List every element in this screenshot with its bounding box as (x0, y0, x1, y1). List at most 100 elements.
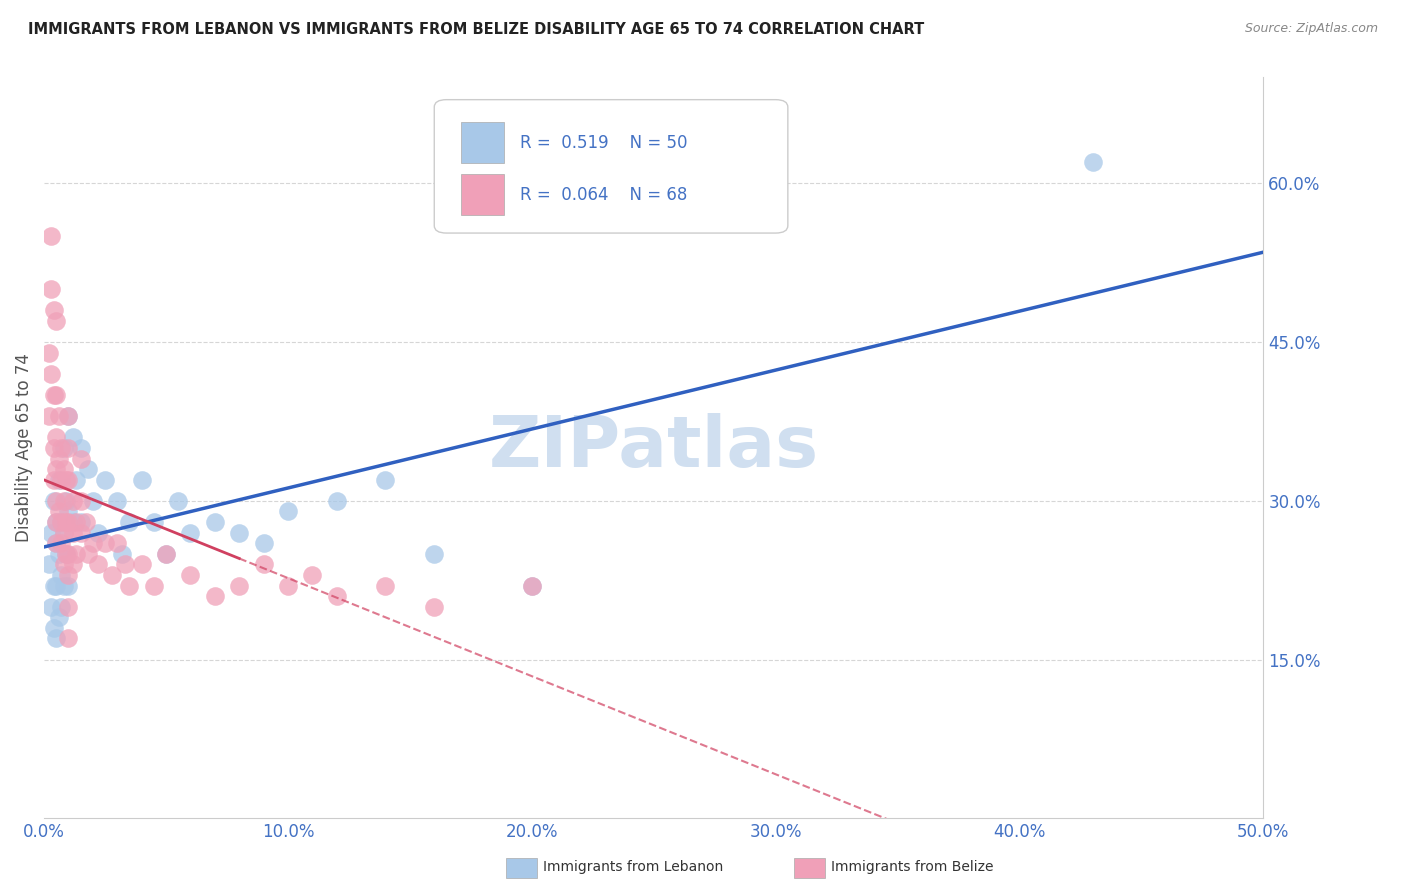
Point (42, 303, 65, 318)
Point (58, 473, 80, 487)
Point (155, 547, 177, 561)
Point (48, 473, 70, 487)
Point (45, 430, 67, 444)
Point (179, 568, 201, 582)
Point (204, 589, 226, 603)
Point (42, 578, 65, 592)
Point (1081, 155, 1104, 169)
Text: R =  0.519    N = 50: R = 0.519 N = 50 (520, 134, 688, 152)
Point (45, 462, 67, 476)
Point (520, 578, 543, 592)
Point (77, 547, 100, 561)
Point (52, 525, 75, 540)
Text: R =  0.064    N = 68: R = 0.064 N = 68 (520, 186, 688, 203)
Point (131, 473, 153, 487)
Point (51, 515, 73, 529)
Point (87, 525, 110, 540)
Point (94, 473, 117, 487)
Point (228, 525, 250, 540)
Point (62, 494, 84, 508)
Point (374, 473, 396, 487)
Point (52, 578, 75, 592)
Point (325, 494, 347, 508)
Point (101, 568, 124, 582)
Point (41, 229, 63, 244)
Point (142, 578, 165, 592)
Point (52, 462, 75, 476)
Point (131, 558, 153, 572)
Point (51, 568, 73, 582)
Point (42, 494, 65, 508)
Point (58, 568, 80, 582)
Point (48, 504, 70, 518)
Point (45, 515, 67, 529)
Point (41, 525, 63, 540)
Point (277, 578, 299, 592)
Point (52, 494, 75, 508)
Point (45, 314, 67, 328)
Point (55, 515, 77, 529)
Point (62, 558, 84, 572)
Point (48, 610, 70, 624)
Point (204, 515, 226, 529)
Y-axis label: Disability Age 65 to 74: Disability Age 65 to 74 (15, 353, 32, 542)
Point (325, 589, 347, 603)
Point (45, 578, 67, 592)
Point (58, 632, 80, 646)
Point (62, 515, 84, 529)
Point (62, 525, 84, 540)
Point (55, 494, 77, 508)
Point (58, 547, 80, 561)
Text: Immigrants from Belize: Immigrants from Belize (831, 860, 994, 874)
Text: IMMIGRANTS FROM LEBANON VS IMMIGRANTS FROM BELIZE DISABILITY AGE 65 TO 74 CORREL: IMMIGRANTS FROM LEBANON VS IMMIGRANTS FR… (28, 22, 924, 37)
Point (52, 441, 75, 455)
Point (58, 409, 80, 424)
Point (41, 282, 63, 296)
Point (52, 525, 75, 540)
Point (69, 494, 91, 508)
Point (118, 578, 141, 592)
Point (51, 599, 73, 614)
Point (41, 599, 63, 614)
Point (105, 494, 128, 508)
Point (155, 547, 177, 561)
Point (45, 494, 67, 508)
Point (42, 621, 65, 635)
Point (118, 515, 141, 529)
Point (252, 558, 274, 572)
Point (82, 494, 104, 508)
Point (82, 536, 104, 550)
Point (142, 515, 165, 529)
Point (42, 473, 65, 487)
Point (58, 409, 80, 424)
Point (51, 536, 73, 550)
Point (58, 441, 80, 455)
Point (65, 515, 87, 529)
Point (51, 473, 73, 487)
Point (69, 525, 91, 540)
Text: Immigrants from Lebanon: Immigrants from Lebanon (543, 860, 723, 874)
Point (423, 547, 446, 561)
Point (38, 558, 60, 572)
Point (114, 558, 136, 572)
Point (75, 515, 97, 529)
Point (58, 504, 80, 518)
Point (167, 494, 190, 508)
Point (48, 409, 70, 424)
Point (42, 441, 65, 455)
Point (520, 578, 543, 592)
Point (374, 578, 396, 592)
Point (52, 558, 75, 572)
Text: ZIPatlas: ZIPatlas (489, 414, 818, 483)
Point (55, 473, 77, 487)
Point (58, 578, 80, 592)
Point (45, 515, 67, 529)
Point (65, 473, 87, 487)
Point (179, 525, 201, 540)
Point (301, 568, 323, 582)
Point (277, 504, 299, 518)
Point (111, 547, 134, 561)
Point (228, 578, 250, 592)
Point (42, 388, 65, 402)
FancyBboxPatch shape (434, 100, 787, 233)
